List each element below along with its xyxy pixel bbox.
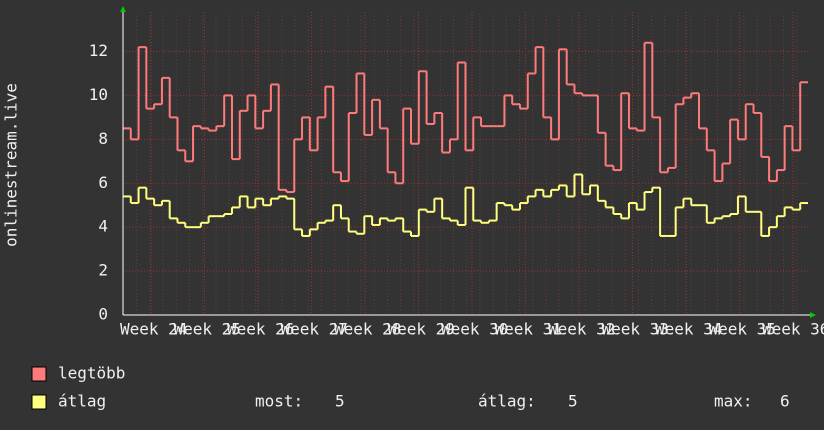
stat-value: 5 — [568, 392, 578, 411]
axis-arrow — [120, 6, 126, 12]
x-tick-label: Week 33 — [602, 320, 669, 339]
y-tick-label: 8 — [98, 129, 108, 148]
y-tick-label: 12 — [89, 41, 108, 60]
legend-label: legtöbb — [58, 364, 125, 383]
x-tick-label: Week 24 — [120, 320, 187, 339]
x-tick-label: Week 34 — [655, 320, 722, 339]
step-riser — [129, 42, 802, 193]
stat-label: átlag: — [478, 392, 536, 411]
legend-swatch — [31, 394, 47, 410]
x-tick-label: Week 28 — [334, 320, 401, 339]
legend-swatch — [31, 366, 47, 382]
x-tick-label: Week 25 — [174, 320, 241, 339]
y-tick-label: 4 — [98, 217, 108, 236]
y-tick-label: 6 — [98, 173, 108, 192]
stat-value: 5 — [335, 392, 345, 411]
stat-value: 6 — [780, 392, 790, 411]
y-axis-label: onlinestream.live — [2, 83, 21, 247]
x-tick-label: Week 26 — [227, 320, 294, 339]
step-riser — [129, 174, 802, 236]
x-tick-label: Week 35 — [709, 320, 776, 339]
stat-label: most: — [255, 392, 303, 411]
stat-label: max: — [714, 392, 753, 411]
y-tick-label: 10 — [89, 85, 108, 104]
x-tick-label: Week 32 — [548, 320, 615, 339]
x-tick-label: Week 36 — [762, 320, 824, 339]
y-tick-label: 2 — [98, 261, 108, 280]
minor-grid — [123, 12, 808, 315]
x-tick-label: Week 31 — [495, 320, 562, 339]
y-tick-label: 0 — [98, 305, 108, 324]
x-tick-label: Week 27 — [281, 320, 348, 339]
x-tick-label: Week 29 — [388, 320, 455, 339]
legend-label: átlag — [58, 392, 106, 411]
x-tick-label: Week 30 — [441, 320, 508, 339]
axis-arrow — [810, 312, 816, 318]
